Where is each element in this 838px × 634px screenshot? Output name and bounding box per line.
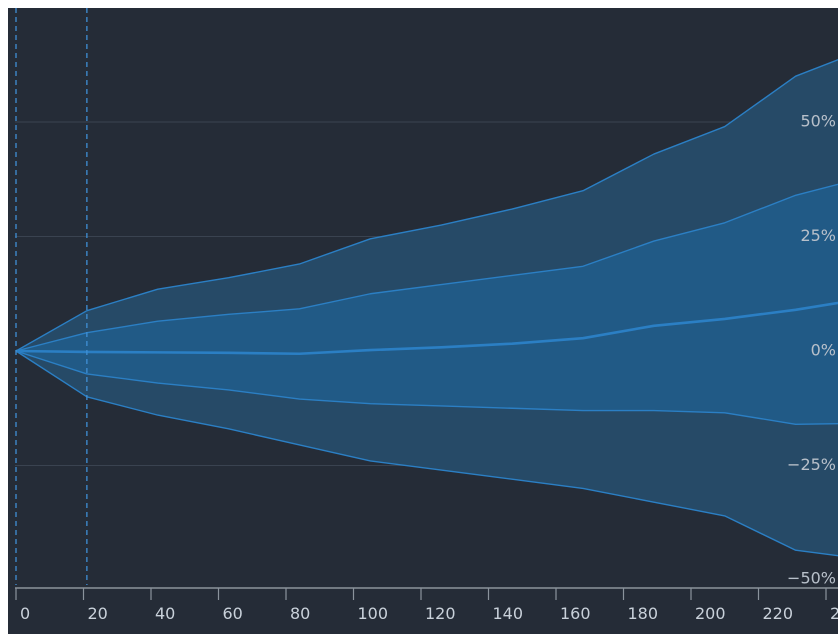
x-tick-label: 140 [493,604,524,623]
x-tick-label: 180 [628,604,659,623]
median-line [15,301,838,356]
y-axis-labels: 50% 25% 0% −25% −50% [787,112,836,588]
x-tick-label: 160 [560,604,591,623]
line-layer [15,59,838,557]
lower-5-line [15,350,838,557]
y-tick-label: 50% [800,112,836,131]
y-tick-label: 0% [811,341,836,360]
x-tick-label: 0 [20,604,30,623]
band-layer [16,59,838,556]
x-tick-label: 100 [358,604,389,623]
x-tick-label: 60 [223,604,243,623]
x-tick-label: 240 [830,604,838,623]
x-tick-label: 40 [155,604,175,623]
upper-75-line [15,183,838,352]
y-tick-label: −25% [787,455,836,474]
x-tick-label: 120 [425,604,456,623]
lower-25-line [15,350,838,425]
x-tick-label: 80 [290,604,310,623]
y-tick-label: 25% [800,226,836,245]
x-tick-label: 200 [695,604,726,623]
event-marker-layer [15,8,88,585]
x-tick-label: 220 [763,604,794,623]
y-tick-label: −50% [787,569,836,588]
upper-95-line [15,59,838,352]
x-tick-label: 20 [88,604,108,623]
x-axis: 0 20 40 60 80 100 120 140 160 180 200 220 240 [15,587,838,623]
inner-band-area [16,184,838,425]
